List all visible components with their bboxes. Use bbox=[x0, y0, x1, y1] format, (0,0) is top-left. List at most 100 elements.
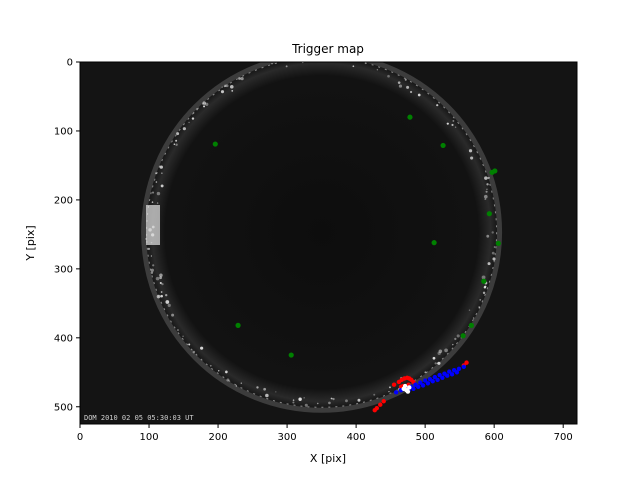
horizon-light bbox=[491, 251, 495, 255]
horizon-light bbox=[487, 176, 490, 179]
horizon-light bbox=[387, 74, 390, 78]
horizon-light bbox=[492, 257, 496, 261]
y-tick-label: 100 bbox=[54, 126, 73, 137]
data-point bbox=[407, 385, 412, 390]
horizon-light bbox=[220, 90, 225, 94]
horizon-light bbox=[451, 123, 454, 127]
y-tick-label: 200 bbox=[54, 195, 73, 206]
horizon-light bbox=[472, 317, 475, 319]
data-point bbox=[481, 278, 487, 284]
data-point bbox=[372, 408, 377, 413]
horizon-light bbox=[304, 403, 308, 407]
horizon-light bbox=[225, 84, 229, 88]
horizon-light bbox=[409, 90, 413, 94]
data-point bbox=[440, 142, 446, 149]
data-point bbox=[378, 402, 383, 407]
horizon-light bbox=[235, 385, 238, 387]
horizon-light bbox=[167, 303, 171, 307]
horizon-light bbox=[454, 337, 457, 341]
data-point bbox=[425, 381, 431, 386]
horizon-light bbox=[317, 402, 319, 405]
horizon-light bbox=[437, 361, 441, 365]
x-axis: 0 100 200 300 400 500 600 700 bbox=[77, 424, 573, 443]
horizon-light bbox=[165, 293, 168, 297]
horizon-light bbox=[156, 191, 161, 196]
horizon-light bbox=[155, 172, 158, 175]
horizon-light bbox=[175, 139, 178, 142]
horizon-light bbox=[188, 121, 190, 124]
horizon-light bbox=[150, 271, 154, 275]
horizon-light bbox=[481, 275, 486, 280]
data-point bbox=[486, 211, 492, 217]
horizon-light bbox=[218, 370, 220, 372]
horizon-light bbox=[182, 127, 186, 131]
data-point bbox=[468, 322, 474, 328]
horizon-light bbox=[332, 397, 335, 401]
data-point bbox=[430, 379, 435, 384]
left-light-cluster bbox=[146, 205, 160, 245]
x-tick-label: 500 bbox=[416, 432, 435, 443]
horizon-light bbox=[434, 362, 437, 365]
y-axis-label: Y [pix] bbox=[24, 225, 37, 261]
horizon-light bbox=[485, 190, 488, 193]
horizon-light bbox=[376, 69, 379, 71]
y-tick-label: 500 bbox=[54, 402, 73, 413]
horizon-light bbox=[155, 276, 160, 281]
horizon-light bbox=[432, 356, 436, 360]
y-tick-label: 300 bbox=[54, 264, 73, 275]
horizon-light bbox=[265, 393, 269, 398]
horizon-light bbox=[452, 119, 455, 122]
image-timestamp: DOM 2010 02 05 05:30:03 UT bbox=[84, 414, 194, 422]
data-point bbox=[440, 375, 445, 381]
horizon-light bbox=[486, 234, 490, 238]
horizon-light bbox=[271, 62, 273, 65]
data-point bbox=[460, 333, 466, 339]
horizon-light bbox=[406, 85, 410, 89]
horizon-light bbox=[230, 85, 234, 89]
horizon-light bbox=[182, 335, 184, 337]
series-3 bbox=[401, 383, 412, 394]
horizon-light bbox=[398, 84, 403, 88]
horizon-light bbox=[417, 93, 421, 97]
horizon-light bbox=[188, 343, 191, 346]
horizon-light bbox=[161, 291, 163, 293]
horizon-light bbox=[484, 176, 488, 180]
horizon-light bbox=[193, 112, 195, 114]
horizon-light bbox=[484, 198, 487, 200]
horizon-light bbox=[493, 246, 496, 248]
horizon-light bbox=[275, 391, 277, 393]
x-tick-label: 300 bbox=[278, 432, 297, 443]
data-point bbox=[449, 372, 455, 377]
horizon-light bbox=[491, 231, 494, 234]
data-point bbox=[454, 370, 460, 375]
horizon-light bbox=[364, 62, 367, 65]
horizon-light bbox=[160, 294, 163, 298]
data-point bbox=[418, 380, 423, 385]
horizon-light bbox=[438, 349, 443, 353]
x-tick-label: 400 bbox=[347, 432, 366, 443]
horizon-light bbox=[165, 300, 170, 304]
data-point bbox=[495, 240, 501, 246]
horizon-light bbox=[468, 309, 471, 311]
horizon-light bbox=[173, 143, 176, 145]
data-point bbox=[381, 399, 386, 404]
horizon-light bbox=[487, 262, 491, 266]
y-tick-label: 0 bbox=[67, 58, 73, 69]
data-point bbox=[447, 369, 452, 374]
horizon-light bbox=[484, 285, 487, 288]
horizon-light bbox=[195, 108, 199, 111]
horizon-light bbox=[388, 390, 390, 393]
horizon-light bbox=[176, 132, 180, 136]
horizon-light bbox=[150, 268, 154, 272]
data-point bbox=[422, 378, 428, 383]
horizon-light bbox=[155, 181, 158, 183]
trigger-points bbox=[212, 114, 501, 413]
horizon-light bbox=[151, 201, 154, 203]
horizon-light bbox=[446, 122, 449, 125]
x-tick-label: 200 bbox=[209, 432, 228, 443]
horizon-light bbox=[483, 194, 488, 199]
data-point bbox=[464, 360, 469, 365]
horizon-light bbox=[191, 117, 195, 120]
horizon-light bbox=[159, 273, 163, 278]
